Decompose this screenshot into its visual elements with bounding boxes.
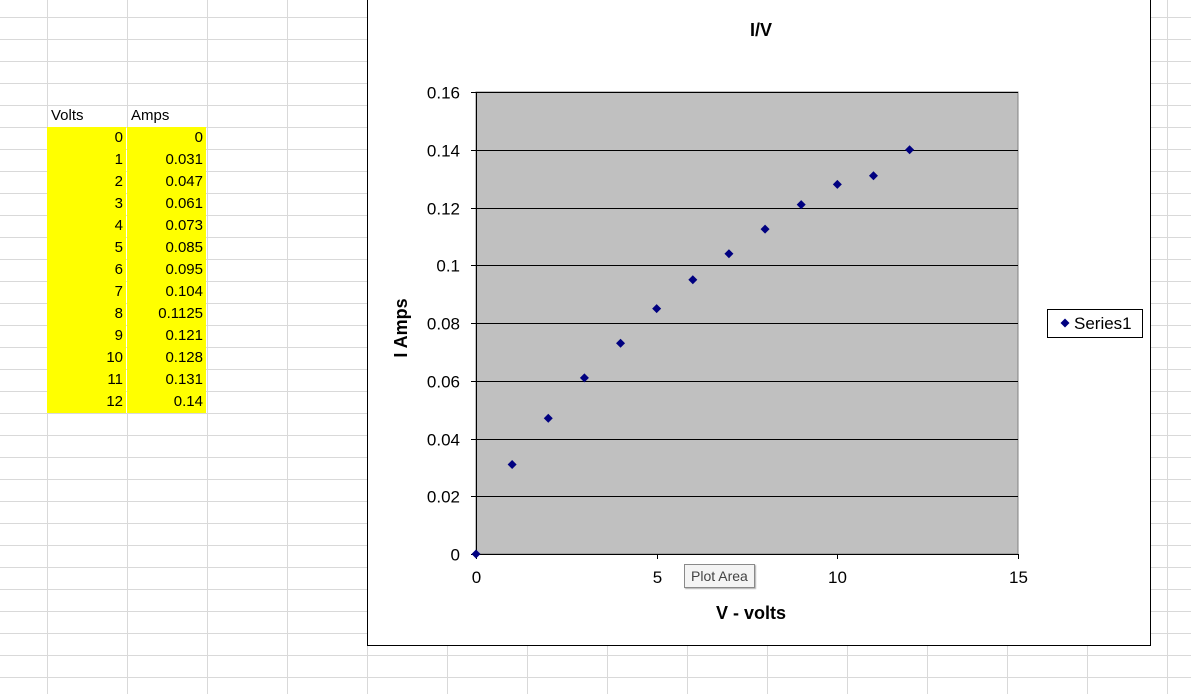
y-tick-label: 0.08	[427, 315, 460, 334]
data-point	[832, 179, 842, 189]
amps-cell[interactable]: 0.131	[127, 369, 206, 391]
y-tick-label: 0.06	[427, 373, 460, 392]
amps-cell[interactable]: 0	[127, 127, 206, 149]
amps-header-cell[interactable]: Amps	[131, 107, 170, 124]
data-point	[724, 249, 734, 259]
volts-cell[interactable]: 2	[47, 171, 126, 193]
legend: Series1	[1047, 309, 1143, 338]
amps-cell[interactable]: 0.095	[127, 259, 206, 281]
y-axis-label: I Amps	[391, 298, 411, 357]
data-point	[616, 338, 626, 348]
y-tick-label: 0.02	[427, 488, 460, 507]
volts-cell[interactable]: 1	[47, 149, 126, 171]
volts-cell[interactable]: 3	[47, 193, 126, 215]
x-tick-label: 15	[1009, 568, 1028, 587]
y-tick-label: 0.16	[427, 84, 460, 103]
legend-marker	[1060, 318, 1070, 328]
volts-cell[interactable]: 9	[47, 325, 126, 347]
x-axis-label: V - volts	[716, 603, 786, 623]
amps-cell[interactable]: 0.121	[127, 325, 206, 347]
volts-cell[interactable]: 11	[47, 369, 126, 391]
amps-cell[interactable]: 0.031	[127, 149, 206, 171]
data-point	[905, 145, 915, 155]
y-tick-label: 0.14	[427, 142, 460, 161]
data-point	[507, 459, 517, 469]
x-tick-label: 5	[653, 568, 662, 587]
volts-cell[interactable]: 0	[47, 127, 126, 149]
chart-area[interactable]: 0 0.02 0.04 0.06 0.08 0.1 0.12 0.14 0.16 0 5 10 15 I/…	[367, 0, 1151, 646]
data-point	[868, 171, 878, 181]
amps-cell[interactable]: 0.104	[127, 281, 206, 303]
data-point	[688, 275, 698, 285]
amps-cell[interactable]: 0.073	[127, 215, 206, 237]
volts-cell[interactable]: 6	[47, 259, 126, 281]
amps-cell[interactable]: 0.061	[127, 193, 206, 215]
volts-cell[interactable]: 12	[47, 391, 126, 413]
chart-title: I/V	[750, 20, 772, 40]
amps-cell[interactable]: 0.1125	[127, 303, 206, 325]
x-tick-label: 0	[472, 568, 481, 587]
volts-cell[interactable]: 8	[47, 303, 126, 325]
amps-cell[interactable]: 0.14	[127, 391, 206, 413]
x-tick-label: 10	[828, 568, 847, 587]
y-tick-label: 0	[451, 546, 460, 565]
volts-header-cell[interactable]: Volts	[51, 107, 84, 124]
volts-cell[interactable]: 7	[47, 281, 126, 303]
data-point	[471, 549, 481, 559]
volts-cell[interactable]: 10	[47, 347, 126, 369]
data-point	[579, 373, 589, 383]
data-point	[543, 413, 553, 423]
amps-cell[interactable]: 0.085	[127, 237, 206, 259]
data-point	[796, 200, 806, 210]
y-tick-label: 0.1	[436, 257, 460, 276]
amps-cell[interactable]: 0.128	[127, 347, 206, 369]
chart-svg: 0 0.02 0.04 0.06 0.08 0.1 0.12 0.14 0.16 0 5 10 15 I/…	[391, 20, 1143, 623]
amps-cell[interactable]: 0.047	[127, 171, 206, 193]
legend-label: Series1	[1074, 314, 1132, 333]
data-point	[652, 304, 662, 314]
y-tick-label: 0.04	[427, 431, 460, 450]
volts-cell[interactable]: 4	[47, 215, 126, 237]
volts-cell[interactable]: 5	[47, 237, 126, 259]
plot-area-tooltip: Plot Area	[684, 564, 755, 588]
data-point	[760, 224, 770, 234]
y-tick-label: 0.12	[427, 200, 460, 219]
